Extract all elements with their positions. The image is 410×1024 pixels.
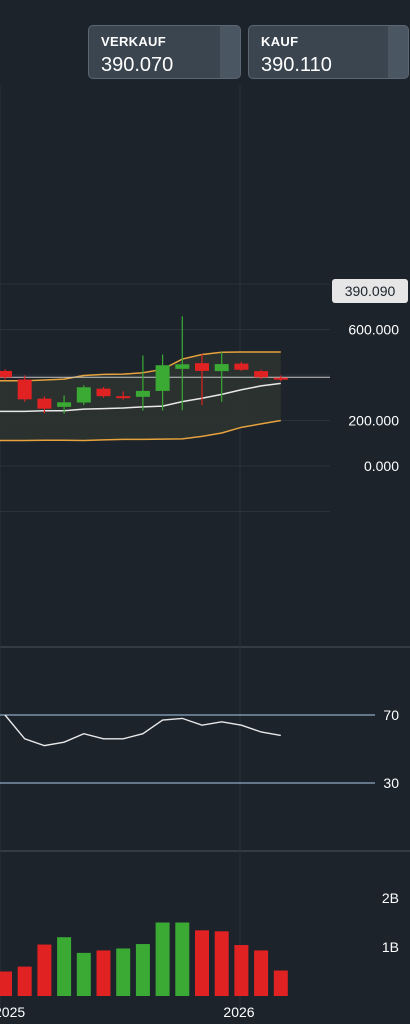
candle-body [254,371,269,378]
volume-bar [17,966,32,996]
volume-bar [254,950,269,996]
time-axis-tick: 2025 [0,1004,25,1020]
volume-bar [234,945,249,996]
sell-button[interactable]: VERKAUF 390.070 [88,25,241,79]
buy-price: 390.110 [261,54,332,76]
price-axis-tick: 200.000 [348,413,399,429]
sell-price: 390.070 [101,54,174,76]
volume-bar [96,950,111,996]
buy-button[interactable]: KAUF 390.110 [248,25,409,79]
volume-bar [76,952,91,996]
candle-body [135,390,150,397]
candle-body [175,364,190,369]
candle-body [57,402,72,407]
bollinger-lower-line [0,419,281,442]
candle-body [116,396,131,399]
candle-body [234,363,249,370]
candle-body [17,379,32,400]
price-axis-tick: 0.000 [364,458,399,474]
volume-bar [135,944,150,996]
buy-button-edge [388,26,408,78]
buy-label: KAUF [261,34,299,49]
sell-button-edge [220,26,240,78]
time-axis-tick: 2026 [223,1004,254,1020]
volume-bar [273,970,288,996]
volume-bar [116,948,131,996]
candle-body [76,387,91,403]
price-axis-tick: 600.000 [348,322,399,338]
volume-bar [195,930,209,996]
rsi-axis-tick: 70 [383,707,399,723]
volume-bar [214,931,229,996]
volume-bar [37,944,52,996]
candle-body [96,388,111,397]
volume-bar [175,922,190,996]
candle-body [273,377,288,380]
candle-body [0,370,12,378]
volume-bar [155,922,170,996]
candle-body [214,364,229,372]
candle-body [195,363,209,371]
volume-axis-tick: 2B [382,890,399,906]
rsi-line [4,714,281,747]
volume-bar [57,937,72,996]
sell-label: VERKAUF [101,34,166,49]
volume-bar [0,971,12,996]
candle-body [155,365,170,391]
volume-axis-tick: 1B [382,939,399,955]
rsi-axis-tick: 30 [383,775,399,791]
current-price-tag: 390.090 [332,279,408,303]
candle-body [37,398,52,409]
